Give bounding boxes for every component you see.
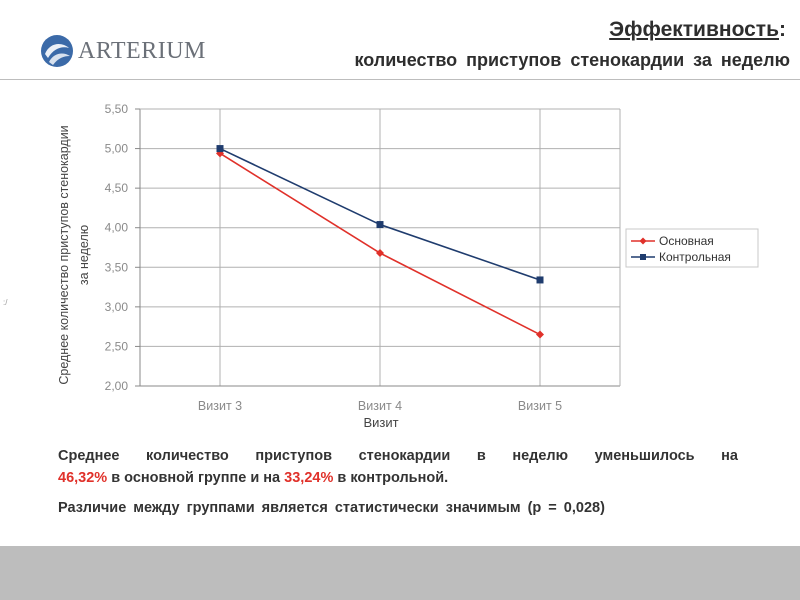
header-divider xyxy=(0,79,800,80)
legend-box xyxy=(625,228,759,268)
x-axis-label: Визит xyxy=(363,415,398,430)
summary-end: в контрольной. xyxy=(333,470,449,486)
arterium-logo: ARTERIUM xyxy=(40,32,240,72)
line-chart: 2,00 2,50 3,00 3,50 4,00 4,50 5,00 5,50 Визит 3… xyxy=(57,102,759,430)
page-title-text: Эффективность xyxy=(609,18,779,41)
x-tick-label: Визит 3 xyxy=(198,399,242,413)
x-tick-label: Визит 4 xyxy=(358,399,402,413)
page-title-colon: : xyxy=(779,18,786,41)
y-tick-label: 5,00 xyxy=(105,142,129,156)
chart-axes xyxy=(135,108,621,387)
series-point xyxy=(376,221,384,229)
series-point xyxy=(536,276,544,284)
summary-mid: в основной группе и на xyxy=(107,470,285,486)
y-tick-label: 5,50 xyxy=(105,102,129,116)
x-tick-labels: Визит 3 Визит 4 Визит 5 xyxy=(198,399,562,413)
legend-marker xyxy=(639,237,647,245)
y-axis-label-line1: Среднее количество приступов стенокардии xyxy=(57,125,71,384)
chart-series xyxy=(216,145,544,339)
series-point xyxy=(376,249,384,258)
page-subtitle: количество приступов стенокардии за неде… xyxy=(354,50,790,70)
y-tick-label: 3,50 xyxy=(105,260,129,274)
significance-text: Различие между группами является статист… xyxy=(58,500,605,516)
y-tick-label: 2,50 xyxy=(105,339,129,353)
y-tick-labels: 2,00 2,50 3,00 3,50 4,00 4,50 5,00 5,50 xyxy=(105,102,129,393)
legend-label: Контрольная xyxy=(659,250,731,264)
y-tick-label: 3,00 xyxy=(105,300,129,314)
series-point xyxy=(536,330,544,339)
pct-control: 33,24% xyxy=(284,470,334,486)
chart-grid xyxy=(140,108,620,387)
y-tick-label: 4,50 xyxy=(105,181,129,195)
page-title: Эффективность: xyxy=(609,18,786,42)
y-tick-label: 2,00 xyxy=(105,379,129,393)
legend-label: Основная xyxy=(659,234,714,248)
summary-line-2: 46,32% в основной группе и на 33,24% в к… xyxy=(58,467,738,489)
stray-mark: :/ xyxy=(3,298,8,307)
arterium-logo-icon xyxy=(41,35,73,67)
x-tick-label: Визит 5 xyxy=(518,399,562,413)
series-point xyxy=(216,145,224,153)
summary-line-1: Среднее количество приступов стенокардии… xyxy=(58,448,738,464)
y-tick-label: 4,00 xyxy=(105,221,129,235)
footer-band xyxy=(0,546,800,600)
summary-text: Среднее количество приступов стенокардии… xyxy=(58,445,738,519)
pct-main: 46,32% xyxy=(58,470,108,486)
y-axis-label-line2: за неделю xyxy=(77,225,91,285)
logo-wordmark: ARTERIUM xyxy=(78,38,206,64)
legend-marker xyxy=(640,254,646,260)
chart-legend: Основная Контрольная xyxy=(625,228,759,268)
